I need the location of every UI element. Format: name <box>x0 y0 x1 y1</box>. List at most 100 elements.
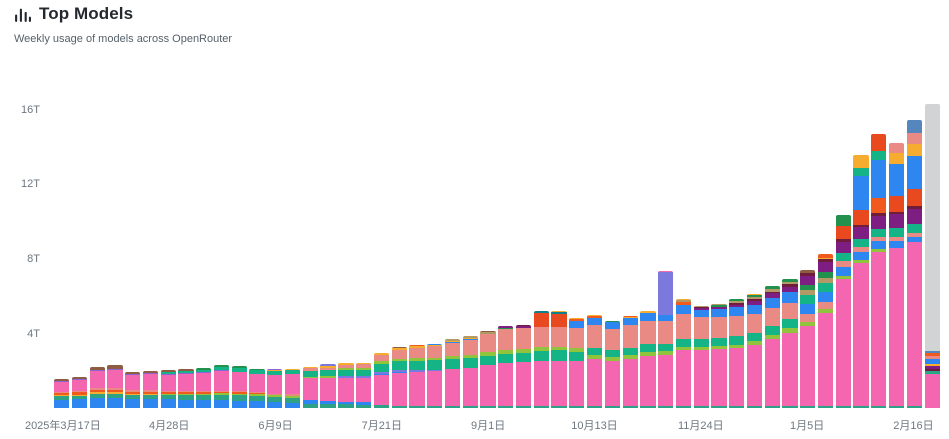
bar-segment[interactable] <box>782 319 798 329</box>
bar-segment[interactable] <box>533 351 549 362</box>
bar-segment[interactable] <box>160 392 176 395</box>
bar-segment[interactable] <box>373 405 390 408</box>
bar-segment[interactable] <box>462 338 478 340</box>
bar[interactable] <box>711 303 727 408</box>
bar-segment[interactable] <box>782 278 798 282</box>
bar-segment[interactable] <box>853 262 869 407</box>
bar-segment[interactable] <box>213 393 230 395</box>
bar-segment[interactable] <box>906 406 923 408</box>
bar-segment[interactable] <box>746 300 763 305</box>
bar-segment[interactable] <box>391 358 407 362</box>
bar-segment[interactable] <box>746 296 763 300</box>
bar-segment[interactable] <box>444 341 461 344</box>
bar-segment[interactable] <box>498 326 514 328</box>
bar-segment[interactable] <box>906 155 923 190</box>
bar-segment[interactable] <box>267 395 283 397</box>
bar-segment[interactable] <box>249 393 265 395</box>
bar-segment[interactable] <box>640 312 656 322</box>
bar-segment[interactable] <box>888 241 905 248</box>
bar[interactable] <box>533 310 549 408</box>
bar-segment[interactable] <box>675 313 692 340</box>
bar-segment[interactable] <box>906 189 923 206</box>
bar-segment[interactable] <box>515 348 532 353</box>
bar[interactable] <box>356 362 372 408</box>
bar-segment[interactable] <box>338 364 354 368</box>
bar-segment[interactable] <box>178 399 194 408</box>
bar-segment[interactable] <box>853 209 869 225</box>
bar-segment[interactable] <box>569 348 585 352</box>
bar-segment[interactable] <box>888 142 905 153</box>
bar-segment[interactable] <box>71 378 88 380</box>
bar-segment[interactable] <box>338 362 354 365</box>
bar[interactable] <box>888 142 905 408</box>
bar-segment[interactable] <box>729 307 745 316</box>
bar-segment[interactable] <box>89 387 105 390</box>
bar-segment[interactable] <box>178 394 194 400</box>
bar-segment[interactable] <box>107 392 123 394</box>
bar-segment[interactable] <box>373 373 390 376</box>
bar-segment[interactable] <box>924 365 940 369</box>
bar-segment[interactable] <box>54 379 70 381</box>
bar-segment[interactable] <box>302 378 318 400</box>
bar[interactable] <box>267 368 283 408</box>
bar-segment[interactable] <box>498 329 514 350</box>
bar-segment[interactable] <box>89 367 105 370</box>
bar-segment[interactable] <box>320 378 336 401</box>
bar-segment[interactable] <box>835 214 851 226</box>
bar-segment[interactable] <box>835 252 851 262</box>
bar-segment[interactable] <box>782 292 798 304</box>
bar-segment[interactable] <box>498 327 514 330</box>
bar[interactable] <box>551 310 567 408</box>
bar-segment[interactable] <box>782 281 798 285</box>
bar-segment[interactable] <box>71 392 88 395</box>
bar-segment[interactable] <box>729 336 745 345</box>
bar[interactable] <box>693 305 709 408</box>
bar-segment[interactable] <box>782 328 798 333</box>
bar-segment[interactable] <box>746 293 763 295</box>
bar-segment[interactable] <box>604 350 620 358</box>
bar-segment[interactable] <box>142 374 159 390</box>
bar-segment[interactable] <box>89 393 105 398</box>
bar-segment[interactable] <box>551 311 567 314</box>
bar-segment[interactable] <box>284 370 301 375</box>
bar-segment[interactable] <box>658 343 674 352</box>
bar-segment[interactable] <box>586 317 603 326</box>
bar-segment[interactable] <box>675 406 692 408</box>
bar-segment[interactable] <box>107 369 123 389</box>
bar-segment[interactable] <box>906 208 923 224</box>
bar-segment[interactable] <box>888 228 905 237</box>
bar-segment[interactable] <box>711 338 727 346</box>
bar[interactable] <box>480 330 496 408</box>
bar-segment[interactable] <box>853 251 869 260</box>
bar-segment[interactable] <box>515 327 532 349</box>
bar-segment[interactable] <box>622 316 638 318</box>
bar-segment[interactable] <box>817 406 834 408</box>
bar-segment[interactable] <box>267 374 283 394</box>
bar-segment[interactable] <box>320 403 336 408</box>
bar-segment[interactable] <box>675 300 692 302</box>
bar-segment[interactable] <box>267 393 283 396</box>
bar-segment[interactable] <box>160 399 176 408</box>
bar-segment[interactable] <box>746 340 763 345</box>
bar-segment[interactable] <box>444 359 461 369</box>
bar-segment[interactable] <box>213 390 230 393</box>
bar-segment[interactable] <box>302 403 318 408</box>
bar-segment[interactable] <box>391 373 407 406</box>
bar-segment[interactable] <box>888 211 905 215</box>
bar-segment[interactable] <box>817 301 834 310</box>
bar-segment[interactable] <box>54 396 70 400</box>
bar-segment[interactable] <box>551 346 567 351</box>
bar-segment[interactable] <box>125 375 141 390</box>
bar-segment[interactable] <box>800 322 816 327</box>
bar-segment[interactable] <box>871 251 887 407</box>
bar-segment[interactable] <box>71 376 88 379</box>
bar-segment[interactable] <box>125 371 141 375</box>
bar-segment[interactable] <box>71 394 88 396</box>
bar-segment[interactable] <box>409 346 425 348</box>
bar-segment[interactable] <box>800 289 816 296</box>
bar-segment[interactable] <box>586 406 603 408</box>
bar-segment[interactable] <box>764 289 780 292</box>
bar-segment[interactable] <box>888 214 905 229</box>
bar-segment[interactable] <box>888 236 905 242</box>
bar-segment[interactable] <box>746 332 763 341</box>
